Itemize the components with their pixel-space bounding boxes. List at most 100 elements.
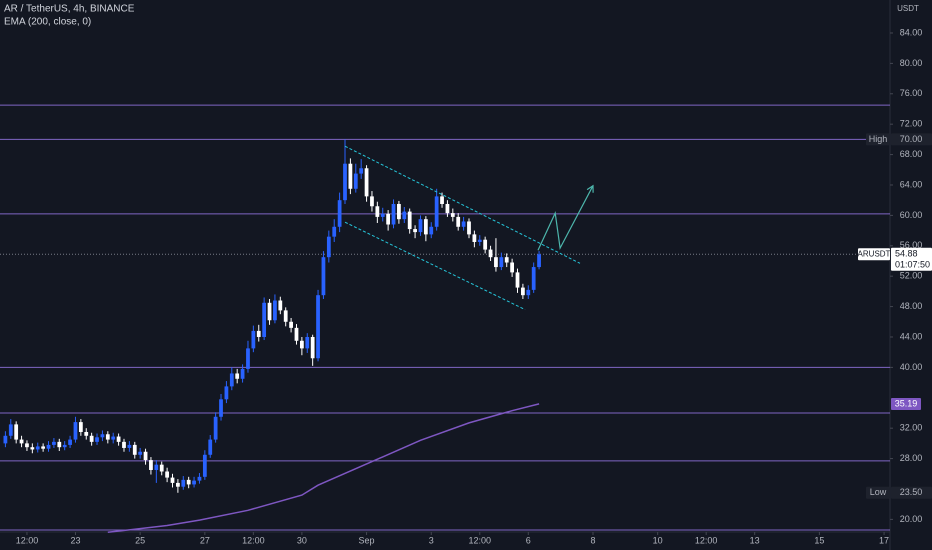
candle-body <box>423 219 428 235</box>
x-tick-label: 17 <box>879 535 889 545</box>
candle-body <box>208 439 213 455</box>
candle-body <box>181 479 186 487</box>
candle-body <box>192 480 196 485</box>
candle-body <box>407 211 412 230</box>
candle-body <box>510 262 515 273</box>
candle-body <box>499 257 504 268</box>
candle-body <box>176 482 180 487</box>
candle-body <box>397 203 401 220</box>
candle-body <box>202 454 207 477</box>
indicator-legend: EMA (200, close, 0) <box>4 17 91 28</box>
candle-body <box>380 213 385 217</box>
last-price-label: 54.88 <box>895 249 918 259</box>
arrow-head <box>586 184 594 193</box>
y-tick-label: 52.00 <box>900 271 923 281</box>
candle-body <box>386 213 391 225</box>
y-tick-label: 56.00 <box>900 240 923 250</box>
y-tick-label: 28.00 <box>900 453 923 463</box>
candle-body <box>170 477 175 483</box>
candle-body <box>30 447 35 450</box>
candle-body <box>186 479 191 485</box>
candle-body <box>467 221 471 235</box>
x-tick-label: 6 <box>526 535 531 545</box>
candle-body <box>359 168 364 174</box>
countdown-label: 01:07:50 <box>895 260 930 270</box>
y-tick-label: 84.00 <box>900 27 923 37</box>
high-price-tag <box>891 133 932 146</box>
candle-body <box>197 476 202 481</box>
candle-body <box>477 239 482 242</box>
candle-body <box>526 289 531 296</box>
candle-body <box>429 226 434 235</box>
candle-body <box>41 446 46 449</box>
ema-price-tag <box>891 397 921 410</box>
ema-price-label: 35.19 <box>895 398 918 408</box>
candle-body <box>278 300 283 311</box>
candle-body <box>213 416 218 440</box>
candle-body <box>154 464 159 470</box>
candle-body <box>122 441 126 448</box>
candle-body <box>450 213 455 217</box>
x-tick-label: 10 <box>653 535 663 545</box>
x-tick-label: 13 <box>750 535 760 545</box>
low-price-tag <box>891 486 932 499</box>
high-tag <box>866 133 890 146</box>
candle-body <box>375 206 380 217</box>
candle-body <box>159 464 164 472</box>
candle-body <box>246 348 250 369</box>
candle-body <box>402 211 407 220</box>
y-tick-label: 80.00 <box>900 58 923 68</box>
candle-body <box>262 302 267 337</box>
candle-body <box>370 196 374 207</box>
candle-body <box>289 321 293 328</box>
candle-body <box>89 435 94 442</box>
candle-body <box>294 327 299 341</box>
candle-body <box>267 302 272 321</box>
candle-body <box>132 444 137 455</box>
candle-body <box>127 444 132 448</box>
candle-body <box>100 434 105 438</box>
candle-body <box>494 257 498 268</box>
low-price-label: 23.50 <box>900 487 923 497</box>
candle-body <box>251 330 256 349</box>
candle-body <box>445 203 450 214</box>
candle-body <box>337 200 342 227</box>
candle-body <box>531 267 536 290</box>
y-tick-label: 40.00 <box>900 362 923 372</box>
candle-body <box>138 451 143 455</box>
candle-body <box>343 163 347 201</box>
candle-body <box>240 368 245 379</box>
candle-body <box>440 196 444 204</box>
candle-body <box>515 272 520 288</box>
x-tick-label: 30 <box>297 535 307 545</box>
candle-body <box>299 340 304 349</box>
y-tick-label: 44.00 <box>900 331 923 341</box>
currency-label: USDT <box>897 4 919 13</box>
y-tick-label: 76.00 <box>900 88 923 98</box>
candle-body <box>283 310 288 322</box>
x-tick-label: 12:00 <box>16 535 39 545</box>
candle-body <box>14 424 19 440</box>
candle-body <box>273 300 277 321</box>
candle-body <box>3 435 8 444</box>
projection-arrow <box>537 185 594 251</box>
x-tick-label: 15 <box>814 535 824 545</box>
candle-body <box>8 424 13 436</box>
candle-body <box>19 439 24 444</box>
candle-body <box>305 336 310 349</box>
x-tick-label: 12:00 <box>695 535 718 545</box>
candle-body <box>321 257 326 296</box>
candle-body <box>68 439 72 445</box>
candle-body <box>364 168 369 197</box>
x-tick-label: 8 <box>590 535 595 545</box>
candle-body <box>235 373 240 379</box>
x-tick-label: 12:00 <box>469 535 492 545</box>
last-price-tag <box>891 247 932 271</box>
symbol-label: ARUSDT <box>858 249 891 258</box>
candle-body <box>52 441 56 445</box>
candle-body <box>224 386 229 400</box>
candle-body <box>504 257 509 263</box>
channel-line <box>344 221 526 311</box>
